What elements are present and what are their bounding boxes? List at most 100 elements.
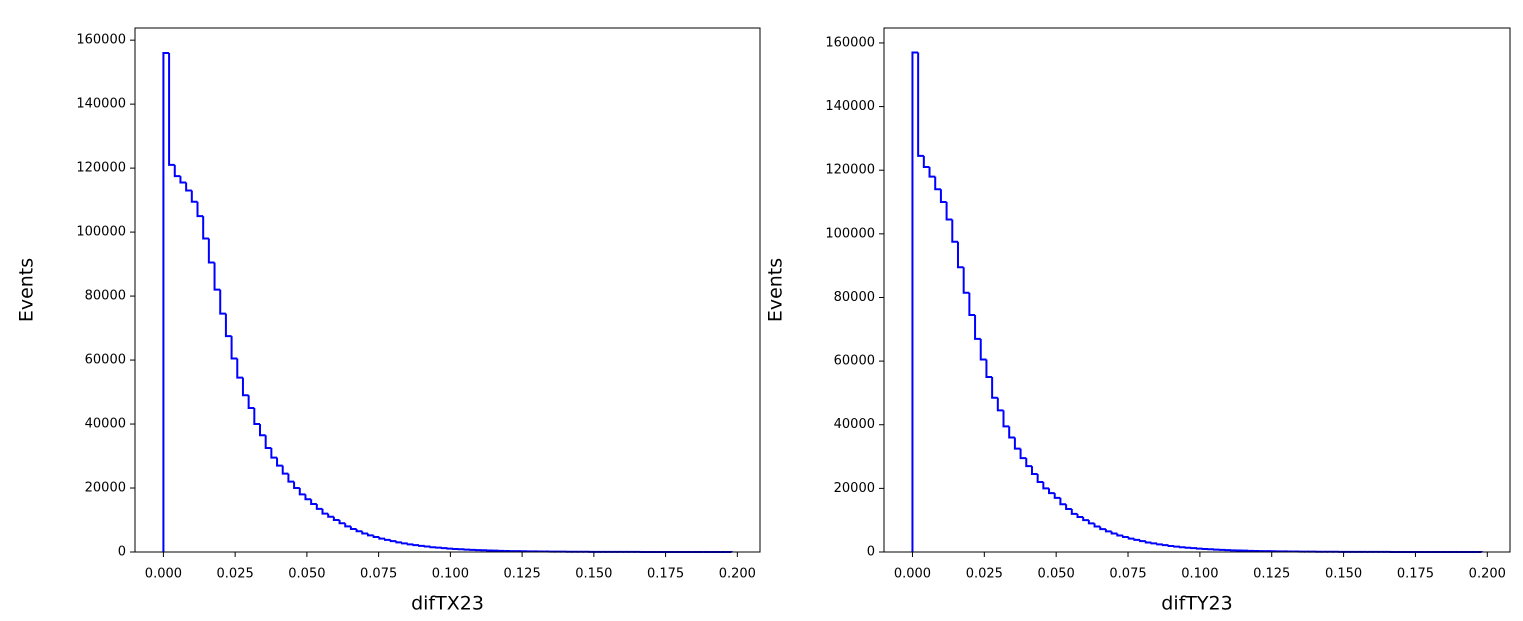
histogram-bin xyxy=(332,516,340,522)
histogram-bin xyxy=(202,216,209,240)
histogram-bin xyxy=(1099,526,1106,531)
histogram-bin xyxy=(230,336,238,360)
y-tick-label: 120000 xyxy=(76,161,126,176)
axes-frame xyxy=(134,27,761,553)
histogram-bin xyxy=(1082,517,1089,522)
histogram-bin xyxy=(1110,531,1118,535)
histogram-bin xyxy=(1048,488,1055,495)
histogram-bin xyxy=(315,504,323,510)
y-tick-label: 60000 xyxy=(834,354,875,369)
histogram-bin xyxy=(395,541,403,544)
y-tick-label: 0 xyxy=(118,545,126,560)
histogram-bin xyxy=(1070,509,1078,515)
y-tick-label: 140000 xyxy=(825,99,875,114)
axes-frame xyxy=(883,27,1511,553)
histogram-bin xyxy=(962,267,970,294)
histogram-bin xyxy=(1053,493,1061,499)
histogram-bin xyxy=(406,543,414,546)
x-tick-label: 0.150 xyxy=(575,567,612,582)
histogram-bin xyxy=(384,538,391,541)
y-tick-label: 100000 xyxy=(76,225,126,240)
x-tick-label: 0.075 xyxy=(360,567,397,582)
histogram-bin xyxy=(1156,543,1163,546)
histogram-bin xyxy=(224,313,232,338)
histogram-bin xyxy=(917,52,924,157)
y-tick-label: 40000 xyxy=(834,417,875,432)
histogram-bin xyxy=(939,189,947,204)
histogram-bin xyxy=(418,544,425,547)
y-tick-label: 100000 xyxy=(825,226,875,241)
histogram-bin xyxy=(1139,539,1146,543)
histogram-bin xyxy=(179,176,187,184)
y-axis-label: Events xyxy=(16,258,38,322)
histogram-bin xyxy=(1042,482,1050,490)
histogram-bin xyxy=(1030,466,1038,476)
histogram-bin xyxy=(991,377,998,399)
histogram-bin xyxy=(979,338,987,361)
histogram-bin xyxy=(247,395,255,410)
histogram-bin xyxy=(372,535,380,538)
histogram-bin xyxy=(1122,535,1129,539)
y-tick-label: 160000 xyxy=(76,33,126,48)
x-axis-label: difTX23 xyxy=(411,593,484,615)
histogram-bin xyxy=(911,51,919,552)
x-tick-label: 0.050 xyxy=(1038,567,1075,582)
histogram-bin xyxy=(1065,504,1072,511)
histogram-bin xyxy=(207,238,215,264)
x-tick-label: 0.125 xyxy=(1253,567,1290,582)
x-tick-label: 0.150 xyxy=(1325,567,1362,582)
histogram-bin xyxy=(1161,544,1169,547)
histogram-bin xyxy=(304,494,312,501)
histogram-bin xyxy=(1076,513,1084,519)
histogram-bin xyxy=(1087,520,1095,525)
histogram-bin xyxy=(429,546,437,549)
y-tick-label: 60000 xyxy=(85,353,126,368)
histogram-bin xyxy=(344,523,351,528)
histogram-bin xyxy=(945,202,953,221)
histogram-bin xyxy=(1150,542,1158,545)
y-tick-label: 20000 xyxy=(834,481,875,496)
y-tick-label: 80000 xyxy=(834,290,875,305)
y-tick-label: 20000 xyxy=(85,481,126,496)
y-tick-label: 140000 xyxy=(76,97,126,112)
y-axis-label: Events xyxy=(765,258,787,322)
y-tick-label: 40000 xyxy=(85,417,126,432)
x-tick-label: 0.100 xyxy=(1181,567,1218,582)
histogram-bin xyxy=(310,499,317,506)
histogram-bin xyxy=(1178,546,1186,549)
x-tick-label: 0.025 xyxy=(966,567,1003,582)
histogram-bin xyxy=(219,289,226,315)
histogram-bin xyxy=(349,526,357,530)
histogram-bin xyxy=(1008,426,1015,439)
histogram-bin xyxy=(1059,497,1067,506)
histogram-bin xyxy=(168,52,175,166)
histogram-bin xyxy=(355,528,363,533)
histogram-bin xyxy=(1104,529,1112,533)
histogram-bin xyxy=(968,292,976,316)
histogram-bin xyxy=(1127,537,1135,540)
histogram-bin xyxy=(951,219,958,243)
histogram-bin xyxy=(298,488,306,496)
histogram-bin xyxy=(213,262,221,291)
histogram-bin xyxy=(1019,448,1027,460)
histogram-bin xyxy=(996,397,1004,412)
histogram-bin xyxy=(1025,458,1032,468)
histogram-bin xyxy=(259,424,266,437)
histogram-bin xyxy=(253,408,260,426)
histogram-bin xyxy=(281,465,289,475)
histogram-bin xyxy=(327,513,334,518)
histogram-bin xyxy=(928,167,936,178)
histogram-bin xyxy=(956,241,964,269)
histogram-bin xyxy=(1144,541,1152,544)
x-tick-label: 0.175 xyxy=(1397,567,1434,582)
histogram-bin xyxy=(338,520,346,525)
histogram-bin xyxy=(321,508,329,515)
histogram-bin xyxy=(412,544,420,547)
x-tick-label: 0.100 xyxy=(432,567,469,582)
histogram-bin xyxy=(1116,533,1124,537)
histogram-bin xyxy=(276,457,283,467)
x-tick-label: 0.050 xyxy=(288,567,325,582)
histogram-bin xyxy=(190,190,198,203)
histogram-bin xyxy=(389,539,397,543)
